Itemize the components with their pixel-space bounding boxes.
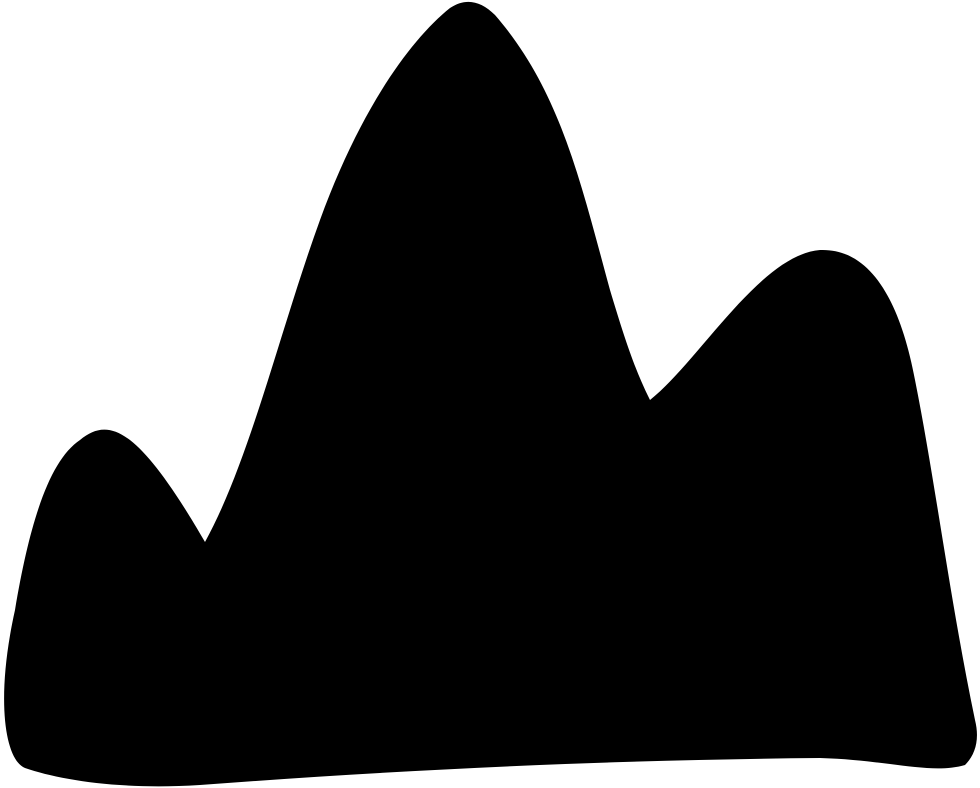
mountain-silhouette	[4, 1, 977, 787]
